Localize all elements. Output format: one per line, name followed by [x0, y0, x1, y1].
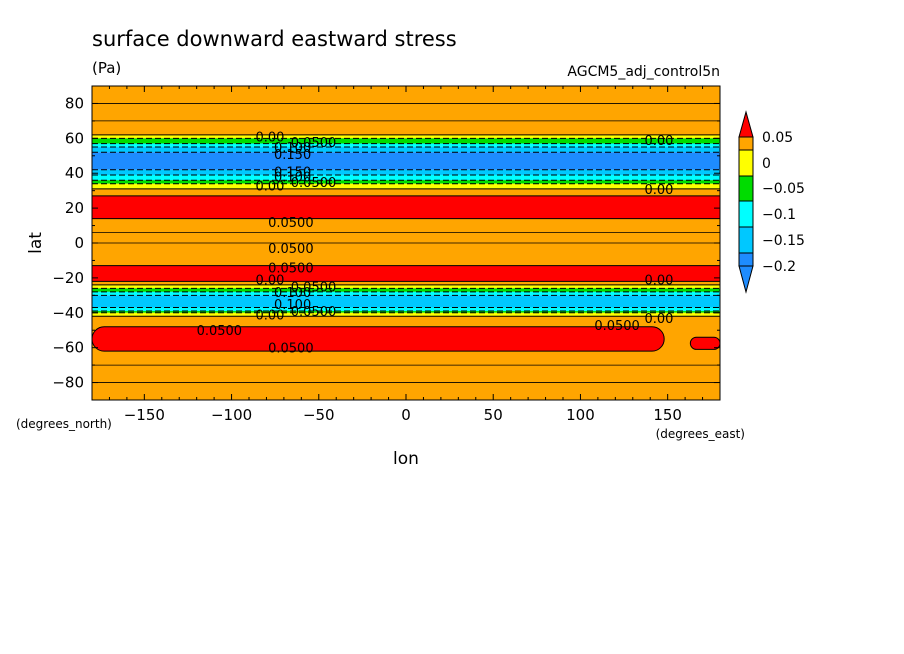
colorbar-min-arrow [738, 265, 754, 294]
contour-label: 0.00 [644, 312, 673, 327]
field-band [92, 147, 720, 153]
chart-subtitle: (Pa) [92, 59, 121, 77]
x-tick-label: −50 [303, 406, 335, 424]
contour-label: 0.100 [274, 298, 311, 313]
colorbar-label: −0.2 [762, 259, 796, 275]
contour-label: 0.0500 [197, 324, 243, 339]
field-band [92, 312, 720, 317]
field-band [92, 295, 720, 308]
field-band [92, 265, 720, 282]
y-tick-label: 60 [65, 129, 84, 147]
y-tick-label: 20 [65, 199, 84, 217]
colorbar-swatch [738, 149, 754, 177]
plot-area: 0.00 0.05000.1000.1500.1500.1000.05000.00… [92, 86, 720, 400]
y-axis-label: lat [26, 232, 46, 254]
field-band [92, 195, 720, 219]
contour-label: 0.0500 [268, 242, 314, 257]
y-tick-label: −60 [52, 339, 84, 357]
contour-label: 0.0500 [594, 319, 640, 334]
colorbar-label: 0 [762, 156, 771, 172]
field-band [92, 152, 720, 170]
colorbar-label: −0.1 [762, 207, 796, 223]
field-band [92, 138, 720, 144]
colorbar-max-arrow [738, 110, 754, 138]
field-band [92, 183, 720, 189]
contour-label: 0.00 [644, 274, 673, 289]
field-band [92, 307, 720, 312]
contour-label: 0.00 [255, 179, 284, 194]
x-tick-label: −100 [211, 406, 252, 424]
x-axis-label: lon [393, 449, 419, 469]
contour-label: 0.0500 [268, 261, 314, 276]
field-band [92, 86, 720, 135]
x-tick-label: 150 [653, 406, 682, 424]
field-band [92, 174, 720, 181]
colorbar-swatch [738, 200, 754, 228]
y-units-label: (degrees_north) [16, 417, 112, 431]
field-band [92, 180, 720, 184]
contour-label: 0.00 [644, 183, 673, 198]
field-band [92, 291, 720, 296]
y-tick-label: −20 [52, 269, 84, 287]
contour-label: 0.150 [274, 148, 311, 163]
contour-label: 0.100 [274, 141, 311, 156]
contour-label: 0.0500 [268, 342, 314, 357]
field-band [92, 288, 720, 292]
contour-label: 0.0500 [291, 305, 337, 320]
contour-label: 0.00 [255, 309, 284, 324]
contour-label: 0.0500 [291, 281, 337, 296]
y-tick-label: 0 [74, 234, 84, 252]
contour-label: 0.100 [274, 171, 311, 186]
colorbar: −0.2 −0.15 −0.1 −0.05 0 0.05 [738, 110, 805, 294]
field-band [92, 134, 720, 139]
y-tick-label: −80 [52, 374, 84, 392]
chart-title: surface downward eastward stress [92, 27, 457, 51]
x-tick-label: 50 [484, 406, 503, 424]
field-feature [92, 326, 665, 352]
x-tick-label: −150 [124, 406, 165, 424]
experiment-label: AGCM5_adj_control5n [567, 64, 720, 80]
x-tick-label: 100 [566, 406, 595, 424]
contour-label: 0.0500 [291, 136, 337, 151]
colorbar-label: −0.05 [762, 181, 805, 197]
y-tick-label: 40 [65, 164, 84, 182]
contour-label: 0.0500 [291, 176, 337, 191]
field-band [92, 284, 720, 289]
colorbar-label: 0.05 [762, 130, 793, 146]
field-band [92, 218, 720, 266]
field-band [92, 311, 720, 313]
contour-label: 0.00 [644, 134, 673, 149]
y-tick-label: 80 [65, 94, 84, 112]
x-units-label: (degrees_east) [656, 427, 745, 441]
field-band [92, 188, 720, 196]
contour-label: 0.150 [274, 165, 311, 180]
contour-label: 0.00 [255, 131, 284, 146]
colorbar-swatch [738, 252, 754, 267]
x-tick-label: 0 [401, 406, 411, 424]
contour-label: 0.0500 [268, 216, 314, 231]
field-band [92, 281, 720, 285]
colorbar-swatch [738, 175, 754, 202]
field-band [92, 143, 720, 148]
contour-label: 0.00 [255, 274, 284, 289]
colorbar-swatch [738, 136, 754, 151]
y-tick-label: −40 [52, 304, 84, 322]
colorbar-swatch [738, 226, 754, 254]
colorbar-label: −0.15 [762, 233, 805, 249]
field-band [92, 169, 720, 175]
contour-label: 0.100 [274, 286, 311, 301]
